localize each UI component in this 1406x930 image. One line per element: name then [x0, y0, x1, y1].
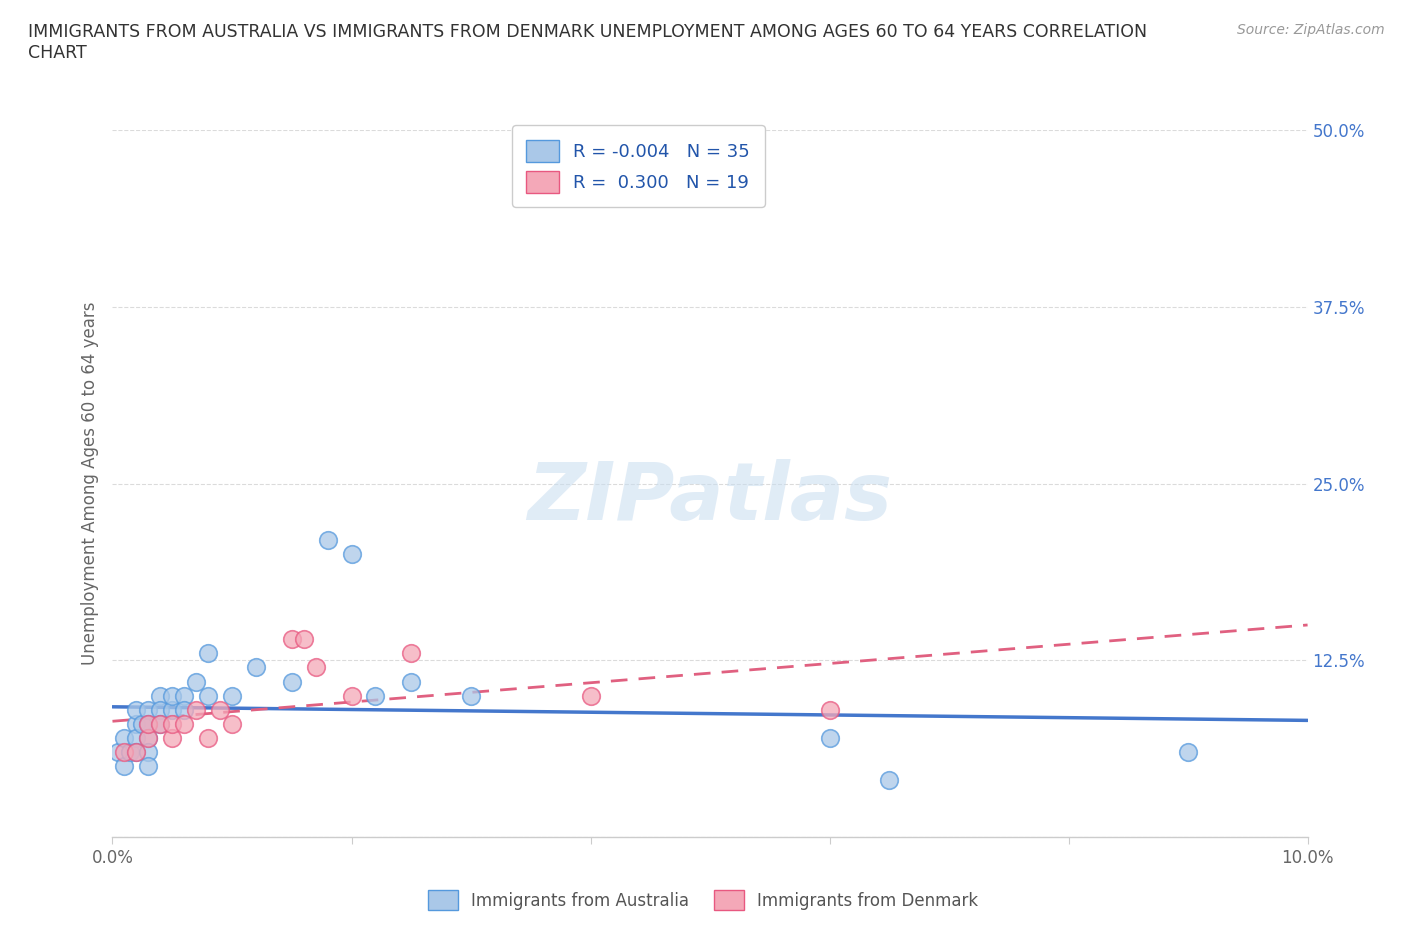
- Point: [460, 688, 482, 703]
- Point: [125, 731, 148, 746]
- Point: [138, 716, 160, 731]
- Point: [138, 759, 160, 774]
- Point: [138, 731, 160, 746]
- Point: [138, 731, 160, 746]
- Point: [818, 731, 841, 746]
- Point: [364, 688, 387, 703]
- Point: [292, 631, 315, 646]
- Point: [125, 716, 148, 731]
- Point: [305, 660, 328, 675]
- Point: [162, 731, 183, 746]
- Text: IMMIGRANTS FROM AUSTRALIA VS IMMIGRANTS FROM DENMARK UNEMPLOYMENT AMONG AGES 60 : IMMIGRANTS FROM AUSTRALIA VS IMMIGRANTS …: [28, 23, 1147, 62]
- Point: [114, 759, 135, 774]
- Point: [149, 716, 172, 731]
- Point: [125, 745, 148, 760]
- Point: [401, 674, 423, 689]
- Point: [114, 731, 135, 746]
- Point: [340, 547, 363, 562]
- Point: [221, 688, 243, 703]
- Point: [401, 645, 423, 660]
- Y-axis label: Unemployment Among Ages 60 to 64 years: Unemployment Among Ages 60 to 64 years: [80, 302, 98, 665]
- Point: [125, 745, 148, 760]
- Point: [120, 745, 142, 760]
- Point: [138, 716, 160, 731]
- Point: [186, 674, 208, 689]
- Point: [138, 702, 160, 717]
- Point: [186, 702, 208, 717]
- Point: [173, 702, 195, 717]
- Legend: R = -0.004   N = 35, R =  0.300   N = 19: R = -0.004 N = 35, R = 0.300 N = 19: [512, 126, 765, 207]
- Point: [125, 702, 148, 717]
- Point: [197, 688, 219, 703]
- Point: [879, 773, 901, 788]
- Point: [340, 688, 363, 703]
- Point: [114, 745, 135, 760]
- Point: [221, 716, 243, 731]
- Point: [316, 533, 339, 548]
- Point: [579, 688, 602, 703]
- Point: [197, 645, 219, 660]
- Point: [245, 660, 267, 675]
- Point: [131, 716, 153, 731]
- Legend: Immigrants from Australia, Immigrants from Denmark: Immigrants from Australia, Immigrants fr…: [420, 884, 986, 917]
- Point: [281, 631, 304, 646]
- Point: [162, 716, 183, 731]
- Point: [138, 745, 160, 760]
- Point: [149, 716, 172, 731]
- Point: [197, 731, 219, 746]
- Point: [107, 745, 129, 760]
- Point: [281, 674, 304, 689]
- Point: [173, 716, 195, 731]
- Point: [818, 702, 841, 717]
- Point: [1177, 745, 1199, 760]
- Point: [149, 702, 172, 717]
- Point: [162, 688, 183, 703]
- Point: [173, 688, 195, 703]
- Point: [149, 688, 172, 703]
- Point: [209, 702, 232, 717]
- Point: [162, 702, 183, 717]
- Text: ZIPatlas: ZIPatlas: [527, 458, 893, 537]
- Text: Source: ZipAtlas.com: Source: ZipAtlas.com: [1237, 23, 1385, 37]
